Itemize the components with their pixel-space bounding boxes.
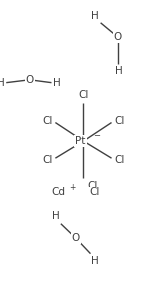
Text: H: H	[91, 256, 99, 266]
Text: H: H	[91, 11, 99, 21]
Text: Cl: Cl	[42, 116, 52, 126]
Text: Cl: Cl	[42, 154, 52, 165]
Text: Cl: Cl	[78, 90, 89, 100]
Text: H: H	[53, 78, 61, 88]
Text: Cl: Cl	[115, 116, 125, 126]
Text: H: H	[52, 211, 60, 221]
Text: Cl: Cl	[87, 181, 98, 191]
Text: H: H	[0, 78, 5, 88]
Text: Cd: Cd	[51, 187, 66, 198]
Text: O: O	[114, 32, 122, 42]
Text: Cl: Cl	[89, 187, 99, 198]
Text: O: O	[72, 233, 80, 243]
Text: −: −	[93, 131, 100, 141]
Text: Pt: Pt	[75, 136, 85, 146]
Text: H: H	[115, 66, 123, 76]
Text: Cl: Cl	[115, 154, 125, 165]
Text: +: +	[69, 183, 76, 192]
Text: O: O	[26, 75, 34, 85]
